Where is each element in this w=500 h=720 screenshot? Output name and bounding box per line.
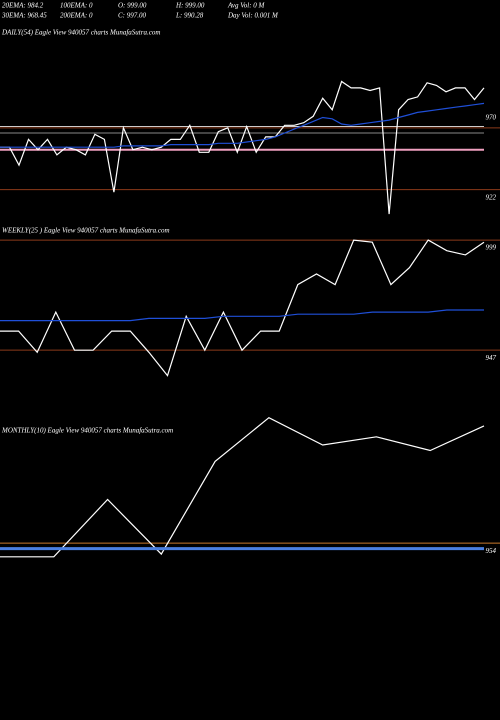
price-line bbox=[0, 416, 485, 558]
price-line bbox=[0, 80, 485, 215]
stat-label: 100EMA: 0 bbox=[60, 2, 93, 10]
stat-label: 30EMA: 968.45 bbox=[1, 12, 47, 20]
stat-label: 200EMA: 0 bbox=[60, 12, 93, 20]
price-line bbox=[0, 239, 485, 377]
stat-label: H: 999.00 bbox=[175, 2, 205, 10]
price-line bbox=[0, 309, 484, 322]
y-tick-label: 954 bbox=[486, 547, 497, 555]
stat-label: O: 999.00 bbox=[118, 2, 147, 10]
y-tick-label: 970 bbox=[486, 113, 497, 121]
stat-label: Avg Vol: 0 M bbox=[227, 2, 266, 10]
panel-title: DAILY(54) Eagle View 940057 charts Munaf… bbox=[1, 29, 160, 37]
y-tick-label: 947 bbox=[486, 354, 497, 362]
stat-label: C: 997.00 bbox=[118, 12, 147, 20]
stat-label: 20EMA: 984.2 bbox=[2, 2, 44, 10]
stat-label: L: 990.28 bbox=[175, 12, 204, 20]
y-tick-label: 922 bbox=[486, 193, 497, 201]
panel-title: MONTHLY(10) Eagle View 940057 charts Mun… bbox=[1, 427, 173, 435]
panel-title: WEEKLY(25 ) Eagle View 940057 charts Mun… bbox=[2, 227, 170, 235]
price-line bbox=[0, 102, 485, 148]
y-tick-label: 999 bbox=[486, 244, 497, 252]
stat-label: Day Vol: 0.001 M bbox=[227, 12, 279, 20]
